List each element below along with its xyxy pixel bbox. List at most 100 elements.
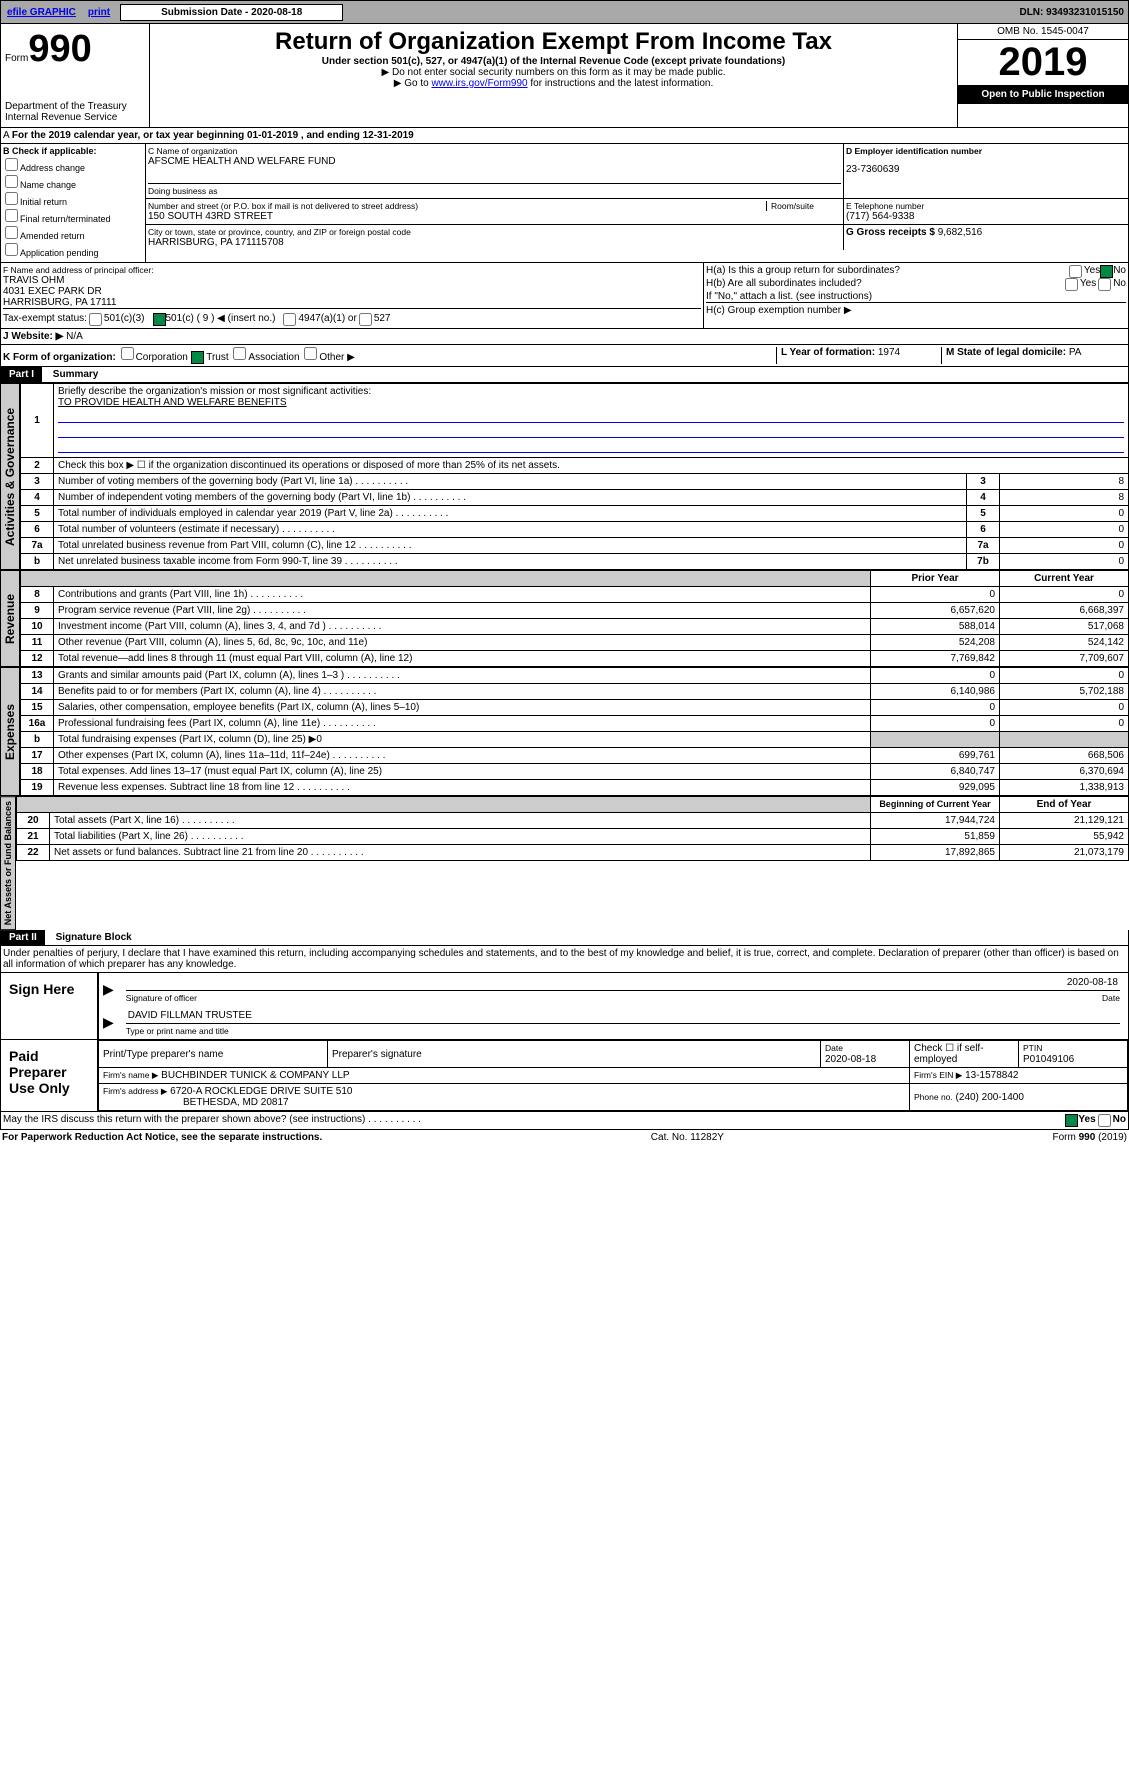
cb-527[interactable] xyxy=(359,313,372,326)
hc-label: H(c) Group exemption number ▶ xyxy=(706,302,1126,316)
line13-curr: 0 xyxy=(1000,667,1129,683)
dept-label: Department of the Treasury xyxy=(5,101,145,112)
line5-val: 0 xyxy=(1000,505,1129,521)
line22-end: 21,073,179 xyxy=(1000,844,1129,860)
line5: Total number of individuals employed in … xyxy=(54,505,967,521)
line10-prior: 588,014 xyxy=(871,618,1000,634)
col-prior: Prior Year xyxy=(871,570,1000,586)
line3: Number of voting members of the governin… xyxy=(54,473,967,489)
line19-curr: 1,338,913 xyxy=(1000,779,1129,795)
phone: (717) 564-9338 xyxy=(846,211,1126,222)
g-label: G Gross receipts $ xyxy=(846,227,935,238)
city-label: City or town, state or province, country… xyxy=(148,227,841,237)
line20: Total assets (Part X, line 16) xyxy=(50,812,871,828)
cb-name-change[interactable] xyxy=(5,175,18,188)
top-bar: efile GRAPHIC print Submission Date - 20… xyxy=(0,0,1129,24)
line15-curr: 0 xyxy=(1000,699,1129,715)
submission-date: Submission Date - 2020-08-18 xyxy=(120,4,343,21)
line11: Other revenue (Part VIII, column (A), li… xyxy=(54,634,871,650)
k-label: K Form of organization: xyxy=(3,352,116,363)
line16b: Total fundraising expenses (Part IX, col… xyxy=(54,731,871,747)
line20-end: 21,129,121 xyxy=(1000,812,1129,828)
cb-4947[interactable] xyxy=(283,313,296,326)
dba-label: Doing business as xyxy=(148,183,841,196)
declaration: Under penalties of perjury, I declare th… xyxy=(0,946,1129,973)
tab-expenses: Expenses xyxy=(0,667,20,796)
line18: Total expenses. Add lines 13–17 (must eq… xyxy=(54,763,871,779)
line7a-val: 0 xyxy=(1000,537,1129,553)
cb-amended[interactable] xyxy=(5,226,18,239)
form990-link[interactable]: www.irs.gov/Form990 xyxy=(431,78,527,89)
cb-discuss-no[interactable] xyxy=(1098,1114,1111,1127)
line13-prior: 0 xyxy=(871,667,1000,683)
cb-501c3[interactable] xyxy=(89,313,102,326)
part2-title: Signature Block xyxy=(48,930,140,945)
firm-addr2: BETHESDA, MD 20817 xyxy=(183,1097,289,1108)
line12: Total revenue—add lines 8 through 11 (mu… xyxy=(54,650,871,666)
hb-label: H(b) Are all subordinates included? xyxy=(706,278,1063,291)
cb-501c-checked[interactable] xyxy=(153,313,166,326)
line10: Investment income (Part VIII, column (A)… xyxy=(54,618,871,634)
f-label: F Name and address of principal officer: xyxy=(3,265,701,275)
tax-status-label: Tax-exempt status: xyxy=(3,313,87,326)
cb-assoc[interactable] xyxy=(233,347,246,360)
sign-here-label: Sign Here xyxy=(1,973,97,1039)
line15-prior: 0 xyxy=(871,699,1000,715)
line22-begin: 17,892,865 xyxy=(871,844,1000,860)
website-value: N/A xyxy=(66,331,83,342)
officer-name: TRAVIS OHM xyxy=(3,275,701,286)
d-label: D Employer identification number xyxy=(846,146,1126,156)
line22: Net assets or fund balances. Subtract li… xyxy=(50,844,871,860)
cb-hb-yes[interactable] xyxy=(1065,278,1078,291)
ha-label: H(a) Is this a group return for subordin… xyxy=(706,265,1067,278)
form-title: Return of Organization Exempt From Incom… xyxy=(154,28,953,56)
line9: Program service revenue (Part VIII, line… xyxy=(54,602,871,618)
line11-curr: 524,142 xyxy=(1000,634,1129,650)
efile-link[interactable]: efile GRAPHIC xyxy=(1,7,82,18)
cb-application-pending[interactable] xyxy=(5,243,18,256)
line20-begin: 17,944,724 xyxy=(871,812,1000,828)
cb-discuss-yes[interactable] xyxy=(1065,1114,1078,1127)
line2: Check this box ▶ ☐ if the organization d… xyxy=(54,457,1129,473)
hb-note: If "No," attach a list. (see instruction… xyxy=(706,291,1126,302)
cb-ha-no[interactable] xyxy=(1100,265,1113,278)
line19: Revenue less expenses. Subtract line 18 … xyxy=(54,779,871,795)
line9-prior: 6,657,620 xyxy=(871,602,1000,618)
cb-hb-no[interactable] xyxy=(1098,278,1111,291)
line17-prior: 699,761 xyxy=(871,747,1000,763)
line7a: Total unrelated business revenue from Pa… xyxy=(54,537,967,553)
line18-curr: 6,370,694 xyxy=(1000,763,1129,779)
line16a-curr: 0 xyxy=(1000,715,1129,731)
line7b-val: 0 xyxy=(1000,553,1129,569)
tax-year: 2019 xyxy=(958,40,1128,85)
cb-initial-return[interactable] xyxy=(5,192,18,205)
print-link[interactable]: print xyxy=(82,7,116,18)
col-current: Current Year xyxy=(1000,570,1129,586)
form-subtitle: Under section 501(c), 527, or 4947(a)(1)… xyxy=(154,56,953,67)
cb-corp[interactable] xyxy=(121,347,134,360)
city: HARRISBURG, PA 171115708 xyxy=(148,237,841,248)
line6-val: 0 xyxy=(1000,521,1129,537)
l-label: L Year of formation: xyxy=(781,347,875,358)
officer-addr2: HARRISBURG, PA 17111 xyxy=(3,297,701,308)
cb-ha-yes[interactable] xyxy=(1069,265,1082,278)
paid-preparer-label: Paid Preparer Use Only xyxy=(1,1040,97,1111)
line21: Total liabilities (Part X, line 26) xyxy=(50,828,871,844)
part2-header: Part II xyxy=(1,930,45,945)
line11-prior: 524,208 xyxy=(871,634,1000,650)
line4: Number of independent voting members of … xyxy=(54,489,967,505)
form-label: Form xyxy=(5,53,28,64)
line14: Benefits paid to or for members (Part IX… xyxy=(54,683,871,699)
note-ssn: ▶ Do not enter social security numbers o… xyxy=(154,67,953,78)
cb-trust[interactable] xyxy=(191,351,204,364)
pra-notice: For Paperwork Reduction Act Notice, see … xyxy=(2,1132,322,1143)
line12-prior: 7,769,842 xyxy=(871,650,1000,666)
line10-curr: 517,068 xyxy=(1000,618,1129,634)
cb-other[interactable] xyxy=(304,347,317,360)
cb-address-change[interactable] xyxy=(5,158,18,171)
line14-prior: 6,140,986 xyxy=(871,683,1000,699)
line1-value: TO PROVIDE HEALTH AND WELFARE BENEFITS xyxy=(58,397,287,408)
cb-final-return[interactable] xyxy=(5,209,18,222)
line9-curr: 6,668,397 xyxy=(1000,602,1129,618)
line16a-prior: 0 xyxy=(871,715,1000,731)
